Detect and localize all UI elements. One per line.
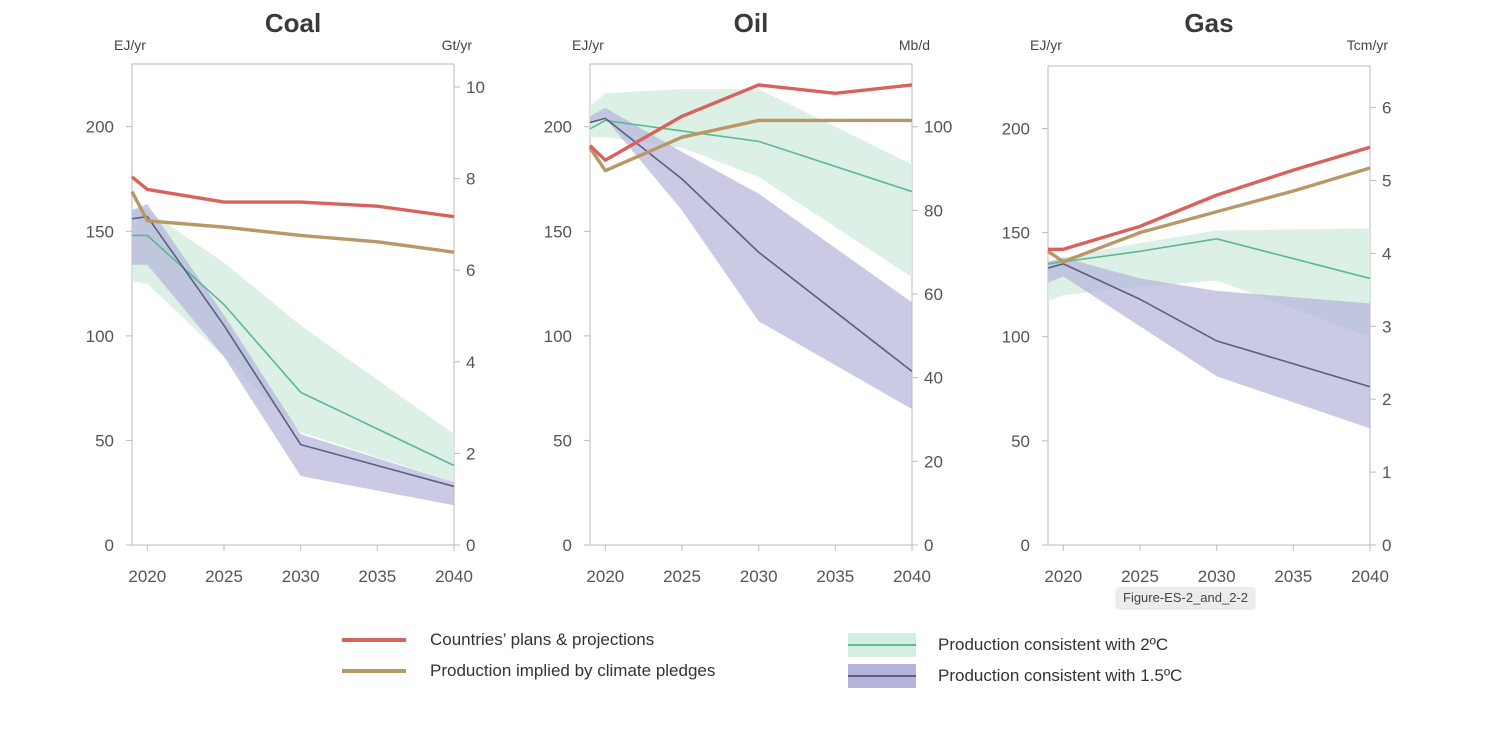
gas-left-tick-label-50: 50	[1011, 432, 1030, 451]
gas-left-tick-label-100: 100	[1002, 328, 1030, 347]
oil-title: Oil	[734, 8, 769, 38]
gas-line-two_c	[1047, 238, 1371, 280]
legend-swatch-graphic-one-five	[848, 664, 916, 688]
coal-right-tick-label-10: 10	[466, 78, 485, 97]
gas-right-tick-label-5: 5	[1382, 172, 1391, 191]
gas-line-pledges	[1047, 166, 1371, 264]
coal-line-plans	[130, 175, 455, 219]
oil-left-tick-label-50: 50	[553, 431, 572, 450]
coal-panel: 0 50 100 150 200 0 2 4 6 8 10 2020 2025 2030 2035 2040 E…	[86, 8, 485, 586]
legend-item-two-c: Production consistent with 2ºC	[848, 629, 1168, 661]
coal-right-tick-label-4: 4	[466, 353, 475, 372]
coal-x-tick-label-2040: 2040	[435, 567, 473, 586]
figure-id-tooltip: Figure-ES-2_and_2-2	[1116, 587, 1256, 608]
coal-title: Coal	[265, 8, 321, 38]
gas-x-tick-label-2040: 2040	[1351, 567, 1389, 586]
coal-right-tick-label-6: 6	[466, 261, 475, 280]
coal-left-unit: EJ/yr	[114, 37, 146, 53]
oil-left-tick-label-100: 100	[544, 327, 572, 346]
legend-label-plans: Countries’ plans & projections	[430, 630, 655, 649]
coal-right-tick-label-8: 8	[466, 170, 475, 189]
oil-right-tick-label-20: 20	[924, 452, 943, 471]
oil-right-tick-label-40: 40	[924, 369, 943, 388]
gas-left-unit: EJ/yr	[1030, 37, 1062, 53]
legend-swatch-graphic-plans	[342, 638, 406, 642]
oil-right-tick-label-0: 0	[924, 536, 933, 555]
coal-x-tick-label-2020: 2020	[128, 567, 166, 586]
oil-right-unit: Mb/d	[899, 37, 930, 53]
oil-band-two_c	[590, 89, 912, 278]
legend-label-pledges: Production implied by climate pledges	[430, 661, 716, 680]
oil-right-tick-label-60: 60	[924, 285, 943, 304]
oil-line-two_c	[589, 119, 913, 193]
gas-line-one_five	[1047, 262, 1371, 388]
legend-item-one-five: Production consistent with 1.5ºC	[848, 660, 1182, 692]
legend-item-plans: Countries’ plans & projections	[340, 624, 654, 656]
gas-panel: 0 50 100 150 200 0 1 2 3 4 5 6 2020 2025 2030 2035 2040 E…	[1002, 8, 1392, 586]
gas-line-plans	[1048, 145, 1371, 251]
legend-item-pledges: Production implied by climate pledges	[340, 655, 715, 687]
coal-left-tick-label-200: 200	[86, 118, 114, 137]
oil-left-tick-label-0: 0	[563, 536, 572, 555]
coal-left-tick-label-50: 50	[95, 431, 114, 450]
gas-right-unit: Tcm/yr	[1347, 37, 1389, 53]
gas-x-tick-label-2030: 2030	[1198, 567, 1236, 586]
coal-x-tick-label-2025: 2025	[205, 567, 243, 586]
oil-x-tick-label-2035: 2035	[816, 567, 854, 586]
oil-band-one_five	[590, 107, 912, 410]
oil-x-tick-label-2025: 2025	[663, 567, 701, 586]
legend-swatch-one-five	[848, 663, 916, 689]
gas-x-tick-label-2035: 2035	[1274, 567, 1312, 586]
chart-legend: Countries’ plans & projections Productio…	[330, 622, 1250, 702]
coal-band-one_five	[132, 204, 454, 506]
oil-line-one_five	[589, 117, 913, 373]
coal-right-tick-label-0: 0	[466, 536, 475, 555]
coal-line-one_five	[131, 215, 455, 488]
coal-left-tick-label-150: 150	[86, 222, 114, 241]
gas-right-tick-label-4: 4	[1382, 244, 1391, 263]
gas-right-tick-label-1: 1	[1382, 463, 1391, 482]
coal-line-pledges	[130, 190, 455, 254]
oil-x-tick-label-2020: 2020	[586, 567, 624, 586]
oil-right-tick-label-100: 100	[924, 118, 952, 137]
oil-left-unit: EJ/yr	[572, 37, 604, 53]
gas-right-tick-label-6: 6	[1382, 99, 1391, 118]
oil-left-tick-label-200: 200	[544, 118, 572, 137]
oil-x-tick-label-2030: 2030	[740, 567, 778, 586]
gas-left-tick-label-0: 0	[1021, 536, 1030, 555]
oil-line-pledges	[588, 118, 912, 173]
gas-x-tick-label-2020: 2020	[1044, 567, 1082, 586]
coal-left-tick-label-100: 100	[86, 327, 114, 346]
oil-right-tick-label-80: 80	[924, 201, 943, 220]
coal-x-tick-label-2030: 2030	[282, 567, 320, 586]
coal-band-two_c	[132, 208, 454, 483]
legend-swatch-graphic-two-c	[848, 633, 916, 657]
coal-line-two_c	[132, 234, 455, 467]
coal-right-unit: Gt/yr	[442, 37, 473, 53]
coal-left-tick-label-0: 0	[105, 536, 114, 555]
coal-plot-frame	[131, 63, 455, 546]
gas-left-tick-label-150: 150	[1002, 224, 1030, 243]
gas-title: Gas	[1184, 8, 1233, 38]
gas-band-one_five	[1048, 257, 1370, 429]
oil-left-tick-label-150: 150	[544, 222, 572, 241]
gas-right-tick-label-0: 0	[1382, 536, 1391, 555]
gas-left-tick-label-200: 200	[1002, 119, 1030, 138]
coal-right-tick-label-2: 2	[466, 444, 475, 463]
legend-label-one-five: Production consistent with 1.5ºC	[938, 666, 1183, 685]
legend-swatch-plans	[340, 627, 408, 653]
coal-x-tick-label-2035: 2035	[358, 567, 396, 586]
gas-right-tick-label-2: 2	[1382, 390, 1391, 409]
gas-band-two_c	[1048, 228, 1370, 337]
oil-x-tick-label-2040: 2040	[893, 567, 931, 586]
legend-swatch-pledges	[340, 658, 408, 684]
gas-right-tick-label-3: 3	[1382, 317, 1391, 336]
oil-line-plans	[588, 83, 913, 162]
gas-x-tick-label-2025: 2025	[1121, 567, 1159, 586]
legend-swatch-two-c	[848, 632, 916, 658]
legend-label-two-c: Production consistent with 2ºC	[938, 635, 1169, 654]
legend-swatch-graphic-pledges	[342, 669, 406, 673]
